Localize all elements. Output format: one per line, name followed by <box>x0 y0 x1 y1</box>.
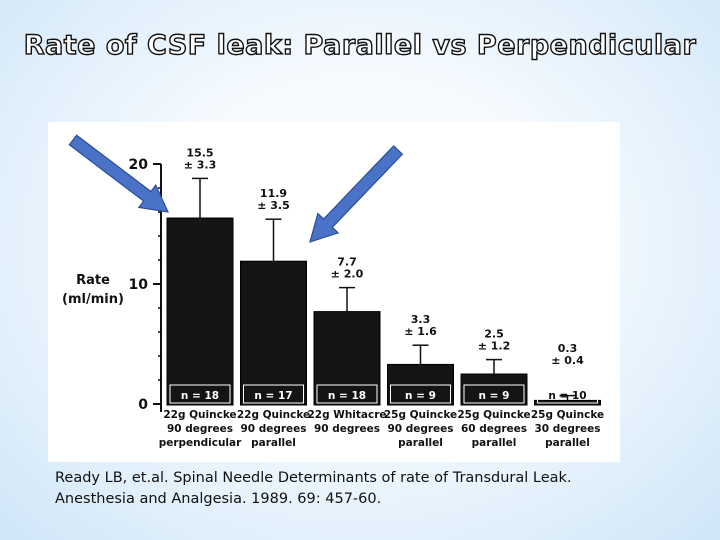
category-label-line3: parallel <box>545 437 590 449</box>
y-axis-label-line2: (ml/min) <box>62 292 124 307</box>
category-label-line2: 90 degrees <box>314 423 380 435</box>
value-label: 0.3 <box>558 342 578 355</box>
category-labels: 22g Quincke 90 degrees perpendicular 22g Qu… <box>159 409 604 449</box>
citation-line-1: Ready LB, et.al. Spinal Needle Determina… <box>55 470 572 486</box>
category-label-line1: 25g Quincke <box>531 409 604 421</box>
citation-line-2: Anesthesia and Analgesia. 1989. 69: 457-… <box>55 491 382 507</box>
error-label: ± 1.2 <box>478 340 511 353</box>
error-label: ± 0.4 <box>551 354 584 367</box>
n-box <box>243 384 304 404</box>
bar <box>460 373 528 406</box>
category-label-line1: 22g Quincke <box>237 409 310 421</box>
y-tick-label: 0 <box>138 397 148 413</box>
n-label: n = 18 <box>181 390 219 402</box>
n-label: n = 9 <box>405 390 436 402</box>
category-label-line1: 25g Quincke <box>457 409 530 421</box>
bar <box>166 217 234 406</box>
bar <box>313 311 381 406</box>
arrow-parallel-icon <box>309 145 404 243</box>
citation: Ready LB, et.al. Spinal Needle Determina… <box>55 468 695 510</box>
n-box <box>537 384 598 404</box>
value-label: 2.5 <box>484 328 504 341</box>
y-tick-label: 20 <box>129 157 149 173</box>
slide-title: Rate of CSF leak: Parallel vs Perpendicu… <box>23 29 697 61</box>
error-label: ± 3.3 <box>184 158 217 171</box>
category-label-line3: perpendicular <box>159 437 242 449</box>
n-box <box>316 384 378 404</box>
value-label: 3.3 <box>411 313 431 326</box>
annotation-arrows <box>68 134 404 243</box>
y-axis-label-line1: Rate <box>76 273 110 288</box>
category-label-line2: 90 degrees <box>240 423 306 435</box>
n-box <box>169 384 231 404</box>
n-label: n = 17 <box>254 390 292 402</box>
category-label-line2: 60 degrees <box>461 423 527 435</box>
chart-figure: Rate (ml/min) 0 10 20 n = 18 15.5 ± 3.3 n = 1… <box>48 122 620 462</box>
bar <box>240 260 307 406</box>
category-label-line1: 22g Whitacre <box>307 409 386 421</box>
value-label: 15.5 <box>186 146 213 159</box>
y-tick-label: 10 <box>129 277 149 293</box>
category-label-line3: parallel <box>398 437 443 449</box>
category-label-line3: parallel <box>472 437 517 449</box>
value-label: 11.9 <box>260 187 287 200</box>
category-label-line2: 30 degrees <box>534 423 600 435</box>
error-label: ± 1.6 <box>404 325 437 338</box>
error-label: ± 3.5 <box>257 199 290 212</box>
n-label: n = 18 <box>328 390 366 402</box>
category-label-line2: 90 degrees <box>167 423 233 435</box>
arrow-perpendicular-icon <box>68 134 170 213</box>
category-label-line1: 22g Quincke <box>163 409 236 421</box>
bar-chart: Rate (ml/min) 0 10 20 n = 18 15.5± 3.3 n = 1… <box>62 134 604 449</box>
error-label: ± 2.0 <box>331 268 364 281</box>
category-label-line3: parallel <box>251 437 296 449</box>
n-box <box>463 384 525 404</box>
category-label-line2: 90 degrees <box>387 423 453 435</box>
n-label: n = 9 <box>479 390 510 402</box>
category-label-line1: 25g Quincke <box>384 409 457 421</box>
n-box <box>390 384 451 404</box>
y-ticks: 0 10 20 <box>129 157 161 413</box>
value-label: 7.7 <box>337 256 357 269</box>
